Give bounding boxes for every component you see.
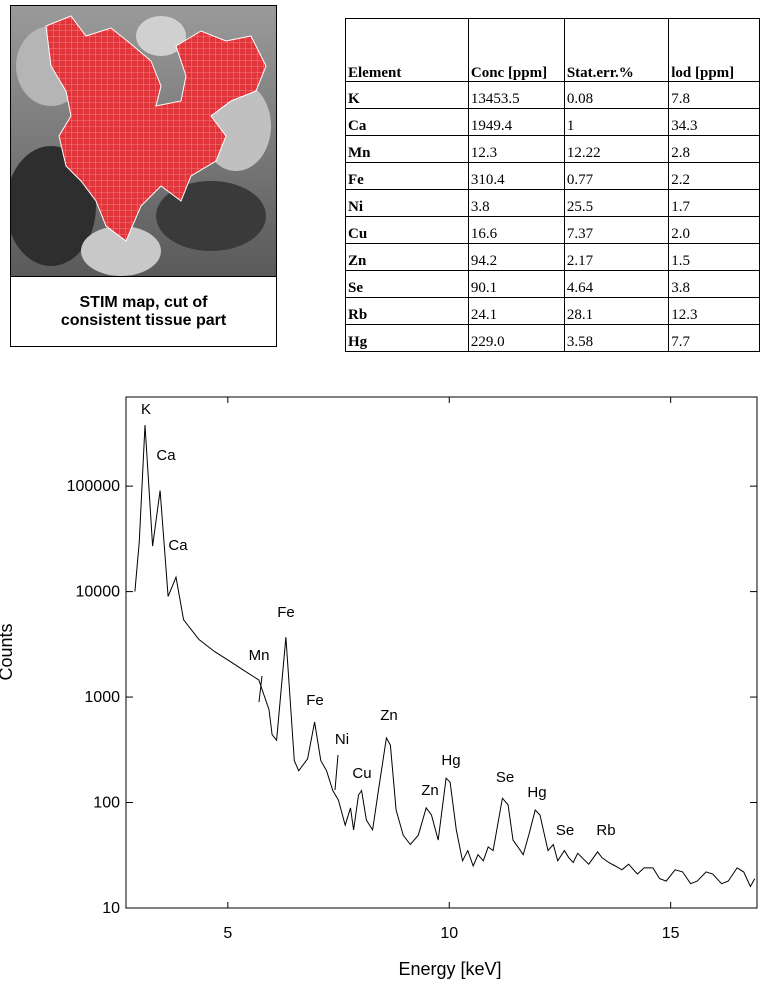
- header-cell: Conc [ppm]: [468, 19, 564, 82]
- header-cell: lod [ppm]: [669, 19, 760, 82]
- table-cell: 310.4: [468, 163, 564, 190]
- table-cell: Mn: [346, 136, 469, 163]
- table-cell: 12.22: [564, 136, 668, 163]
- table-cell: 28.1: [564, 298, 668, 325]
- table-cell: 0.08: [564, 82, 668, 109]
- table-cell: 1.5: [669, 244, 760, 271]
- table-cell: 2.2: [669, 163, 760, 190]
- table-cell: 7.37: [564, 217, 668, 244]
- table-cell: Hg: [346, 325, 469, 352]
- table-cell: K: [346, 82, 469, 109]
- table-cell: 1949.4: [468, 109, 564, 136]
- table-cell: 3.8: [669, 271, 760, 298]
- leader-line: [259, 676, 262, 702]
- table-cell: Zn: [346, 244, 469, 271]
- peak-label: Se: [556, 822, 574, 839]
- peak-label: Ca: [156, 447, 176, 464]
- header-cell: Element: [346, 19, 469, 82]
- table-cell: 12.3: [468, 136, 564, 163]
- table-cell: 16.6: [468, 217, 564, 244]
- table-cell: Cu: [346, 217, 469, 244]
- peak-label: Se: [496, 769, 514, 786]
- table-cell: Ca: [346, 109, 469, 136]
- y-tick-label: 100000: [67, 478, 120, 495]
- peak-label: Hg: [527, 784, 546, 801]
- table-cell: 34.3: [669, 109, 760, 136]
- peak-label: Hg: [441, 752, 460, 769]
- x-tick-label: 15: [662, 925, 680, 942]
- y-tick-label: 10: [102, 900, 120, 917]
- table-cell: 24.1: [468, 298, 564, 325]
- peak-label: Cu: [352, 765, 371, 782]
- peak-label: Zn: [421, 782, 439, 799]
- table-cell: Rb: [346, 298, 469, 325]
- peak-label: Zn: [380, 707, 398, 724]
- y-axis-label: Counts: [0, 623, 16, 680]
- table-cell: 7.8: [669, 82, 760, 109]
- table-cell: 90.1: [468, 271, 564, 298]
- table-cell: Se: [346, 271, 469, 298]
- spectrum-line: [135, 425, 755, 887]
- table-cell: 4.64: [564, 271, 668, 298]
- peak-label: Ca: [168, 537, 188, 554]
- table-cell: 0.77: [564, 163, 668, 190]
- table-cell: Ni: [346, 190, 469, 217]
- image-caption: STIM map, cut of consistent tissue part: [11, 276, 276, 346]
- table-cell: 2.8: [669, 136, 760, 163]
- table-cell: 94.2: [468, 244, 564, 271]
- peak-label: Fe: [277, 604, 295, 621]
- table-cell: 3.8: [468, 190, 564, 217]
- table-cell: 7.7: [669, 325, 760, 352]
- page: {"image_caption": "STIM map, cut of cons…: [0, 0, 760, 987]
- x-tick-label: 10: [440, 925, 458, 942]
- stim-map: [11, 6, 276, 276]
- table-cell: 12.3: [669, 298, 760, 325]
- table-cell: Fe: [346, 163, 469, 190]
- stim-map-panel: STIM map, cut of consistent tissue part: [10, 5, 277, 347]
- table-cell: 2.0: [669, 217, 760, 244]
- peak-label: K: [141, 401, 151, 418]
- table-cell: 25.5: [564, 190, 668, 217]
- table-cell: 1.7: [669, 190, 760, 217]
- plot-frame: [126, 397, 757, 908]
- x-tick-label: 5: [223, 925, 232, 942]
- header-cell: Stat.err.%: [564, 19, 668, 82]
- y-tick-label: 100: [93, 795, 120, 812]
- table-cell: 2.17: [564, 244, 668, 271]
- peak-label: Mn: [249, 647, 270, 664]
- y-tick-label: 10000: [76, 584, 121, 601]
- table-cell: 229.0: [468, 325, 564, 352]
- table-cell: 13453.5: [468, 82, 564, 109]
- peak-label: Ni: [335, 731, 349, 748]
- leader-line: [335, 755, 338, 790]
- x-axis-label: Energy [keV]: [398, 959, 501, 979]
- peak-label: Rb: [596, 822, 615, 839]
- peak-label: Fe: [306, 692, 324, 709]
- y-tick-label: 1000: [84, 689, 120, 706]
- table-cell: 1: [564, 109, 668, 136]
- table-cell: 3.58: [564, 325, 668, 352]
